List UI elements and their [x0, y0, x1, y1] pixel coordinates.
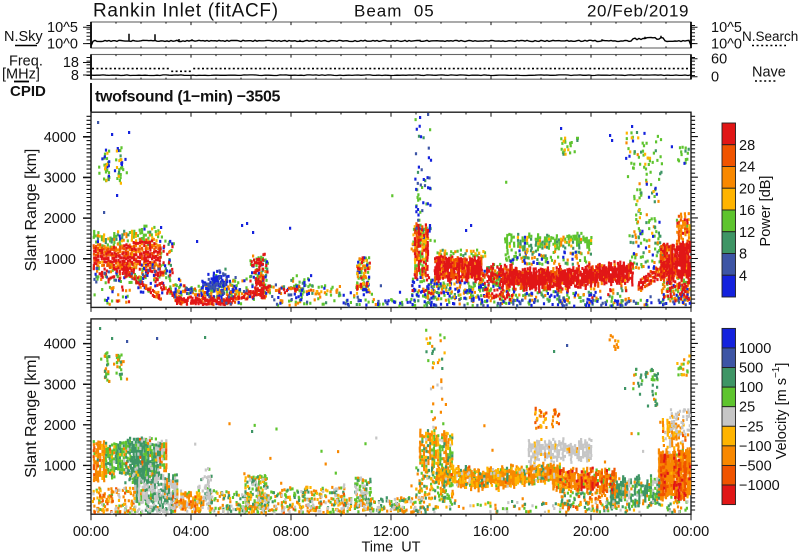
svg-text:3000: 3000 — [44, 171, 76, 187]
svg-text:4000: 4000 — [44, 130, 76, 146]
svg-text:500: 500 — [739, 361, 763, 377]
svg-text:00:00: 00:00 — [73, 524, 109, 540]
svg-text:20/Feb/2019: 20/Feb/2019 — [587, 2, 689, 21]
svg-text:Time UT: Time UT — [361, 540, 420, 555]
svg-text:28: 28 — [739, 138, 755, 154]
svg-text:60: 60 — [711, 52, 727, 68]
svg-text:Rankin Inlet (fitACF): Rankin Inlet (fitACF) — [93, 1, 279, 22]
svg-text:100: 100 — [739, 380, 763, 396]
svg-text:20:00: 20:00 — [573, 524, 609, 540]
svg-text:Freq.: Freq. — [9, 54, 43, 70]
svg-text:08:00: 08:00 — [273, 524, 309, 540]
svg-text:16: 16 — [739, 203, 755, 219]
svg-text:1000: 1000 — [44, 252, 76, 268]
svg-text:2000: 2000 — [44, 418, 76, 434]
svg-text:Nave: Nave — [752, 65, 786, 81]
svg-text:2000: 2000 — [44, 211, 76, 227]
svg-text:−1000: −1000 — [739, 478, 780, 494]
svg-text:1000: 1000 — [739, 341, 771, 357]
svg-text:4000: 4000 — [44, 337, 76, 353]
svg-text:8: 8 — [739, 247, 747, 263]
svg-text:24: 24 — [739, 160, 755, 176]
svg-text:Power [dB]: Power [dB] — [758, 176, 774, 247]
svg-text:N.Sky: N.Sky — [4, 29, 43, 45]
svg-text:0: 0 — [711, 70, 719, 86]
svg-text:20: 20 — [739, 181, 755, 197]
svg-text:00:00: 00:00 — [673, 524, 709, 540]
svg-text:16:00: 16:00 — [473, 524, 509, 540]
svg-text:twofsound (1−min) −3505: twofsound (1−min) −3505 — [95, 89, 281, 106]
svg-text:10^0: 10^0 — [47, 37, 78, 53]
svg-text:−500: −500 — [739, 458, 772, 474]
svg-text:−25: −25 — [739, 419, 764, 435]
svg-text:Slant Range [km]: Slant Range [km] — [23, 355, 40, 478]
svg-text:[MHz]: [MHz] — [2, 67, 40, 83]
svg-text:12: 12 — [739, 225, 755, 241]
svg-text:25: 25 — [739, 400, 755, 416]
svg-text:Velocity [m s−1]: Velocity [m s−1] — [771, 363, 790, 460]
svg-text:8: 8 — [71, 68, 79, 84]
svg-text:3000: 3000 — [44, 377, 76, 393]
svg-text:4: 4 — [739, 268, 747, 284]
svg-text:Slant Range [km]: Slant Range [km] — [23, 149, 40, 272]
svg-text:04:00: 04:00 — [173, 524, 209, 540]
svg-text:Beam 05: Beam 05 — [354, 2, 435, 21]
svg-text:−100: −100 — [739, 439, 772, 455]
svg-text:N.Search: N.Search — [742, 29, 798, 44]
svg-text:10^5: 10^5 — [711, 20, 742, 36]
svg-text:18: 18 — [63, 55, 79, 71]
svg-text:1000: 1000 — [44, 459, 76, 475]
svg-text:12:00: 12:00 — [373, 524, 409, 540]
svg-text:10^5: 10^5 — [47, 20, 78, 36]
svg-text:10^0: 10^0 — [711, 37, 742, 53]
svg-text:CPID: CPID — [10, 83, 46, 100]
